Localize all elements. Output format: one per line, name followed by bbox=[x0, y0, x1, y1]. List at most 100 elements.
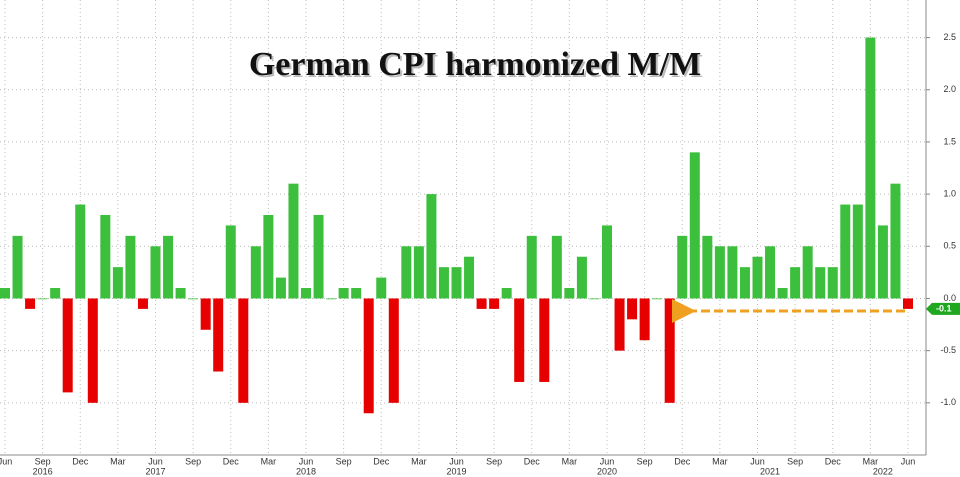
bar bbox=[714, 246, 725, 299]
bar bbox=[702, 235, 713, 299]
bar bbox=[489, 298, 500, 309]
bar bbox=[464, 256, 475, 299]
bar bbox=[288, 183, 299, 299]
bar bbox=[301, 288, 311, 299]
bar bbox=[802, 246, 813, 299]
bar bbox=[275, 277, 286, 299]
bar bbox=[100, 214, 111, 299]
bar bbox=[326, 298, 337, 300]
x-tick-label: Dec bbox=[674, 456, 691, 466]
bar bbox=[50, 288, 61, 299]
bar bbox=[451, 267, 462, 299]
y-tick-label: 2.5 bbox=[943, 32, 956, 42]
bar bbox=[238, 298, 249, 403]
y-tick-label: 1.0 bbox=[943, 188, 956, 198]
bar bbox=[426, 194, 437, 299]
bar bbox=[413, 246, 424, 299]
x-tick-label: Dec bbox=[825, 456, 842, 466]
bar bbox=[225, 225, 236, 299]
bar bbox=[815, 267, 826, 299]
last-value-badge bbox=[926, 302, 960, 315]
x-tick-label: Jun bbox=[449, 456, 464, 466]
bar bbox=[564, 288, 575, 299]
x-tick-label: Jun bbox=[901, 456, 916, 466]
bar bbox=[627, 298, 638, 320]
y-tick-label: -1.0 bbox=[940, 397, 956, 407]
bar bbox=[739, 267, 750, 299]
x-tick-label: Mar bbox=[562, 456, 578, 466]
bar bbox=[689, 152, 700, 299]
bar bbox=[37, 298, 48, 300]
bar bbox=[75, 204, 86, 299]
bar bbox=[401, 246, 412, 299]
bar bbox=[137, 298, 148, 309]
bar bbox=[903, 298, 913, 309]
bar bbox=[62, 298, 73, 393]
x-tick-label: Dec bbox=[223, 456, 240, 466]
bar bbox=[526, 235, 537, 299]
bar bbox=[551, 235, 562, 299]
bar bbox=[87, 298, 98, 403]
last-value-label: -0.1 bbox=[936, 303, 952, 313]
x-tick-label: Dec bbox=[524, 456, 541, 466]
y-tick-label: 0.5 bbox=[943, 241, 956, 251]
bar bbox=[175, 288, 186, 299]
year-label: 2020 bbox=[597, 466, 617, 476]
y-tick-label: 2.0 bbox=[943, 84, 956, 94]
bar bbox=[664, 298, 675, 403]
year-label: 2016 bbox=[33, 466, 53, 476]
x-tick-label: Sep bbox=[35, 456, 51, 466]
x-tick-label: Sep bbox=[787, 456, 803, 466]
chart-title-shadow: German CPI harmonized M/M bbox=[251, 48, 703, 85]
bar bbox=[576, 256, 587, 299]
bar bbox=[200, 298, 211, 330]
x-tick-label: Dec bbox=[72, 456, 89, 466]
bar bbox=[514, 298, 525, 382]
bar bbox=[351, 288, 362, 299]
bar bbox=[25, 298, 36, 309]
x-tick-label: Sep bbox=[185, 456, 201, 466]
bar bbox=[602, 225, 612, 299]
x-tick-label: Mar bbox=[110, 456, 126, 466]
bar bbox=[476, 298, 487, 309]
x-tick-label: Sep bbox=[336, 456, 352, 466]
bar bbox=[0, 288, 10, 299]
bar bbox=[777, 288, 788, 299]
bar bbox=[313, 214, 324, 299]
bar bbox=[865, 37, 876, 299]
x-tick-label: Mar bbox=[863, 456, 879, 466]
y-tick-label: 1.5 bbox=[943, 136, 956, 146]
x-tick-label: Sep bbox=[637, 456, 653, 466]
year-label: 2017 bbox=[145, 466, 165, 476]
bar bbox=[827, 267, 838, 299]
bar bbox=[877, 225, 888, 299]
bar bbox=[752, 256, 763, 299]
bar bbox=[213, 298, 224, 372]
x-tick-label: Jun bbox=[299, 456, 314, 466]
bar bbox=[12, 235, 23, 299]
bar bbox=[388, 298, 399, 403]
x-tick-label: Mar bbox=[712, 456, 728, 466]
bar bbox=[438, 267, 449, 299]
bar bbox=[112, 267, 123, 299]
y-tick-label: 0.0 bbox=[943, 293, 956, 303]
year-label: 2019 bbox=[446, 466, 466, 476]
bar bbox=[852, 204, 863, 299]
x-tick-label: Mar bbox=[261, 456, 277, 466]
year-label: 2021 bbox=[760, 466, 780, 476]
bar bbox=[338, 288, 349, 299]
bar bbox=[150, 246, 161, 299]
bar bbox=[125, 235, 136, 299]
bar bbox=[539, 298, 550, 382]
x-tick-label: Jun bbox=[750, 456, 765, 466]
bar bbox=[639, 298, 650, 341]
year-label: 2018 bbox=[296, 466, 316, 476]
bar bbox=[163, 235, 174, 299]
x-tick-label: Mar bbox=[411, 456, 427, 466]
y-tick-label: -0.5 bbox=[940, 345, 956, 355]
x-tick-label: Dec bbox=[373, 456, 390, 466]
chart-title: German CPI harmonized M/M bbox=[249, 46, 701, 83]
bar bbox=[376, 277, 387, 299]
x-tick-label: Jun bbox=[148, 456, 163, 466]
